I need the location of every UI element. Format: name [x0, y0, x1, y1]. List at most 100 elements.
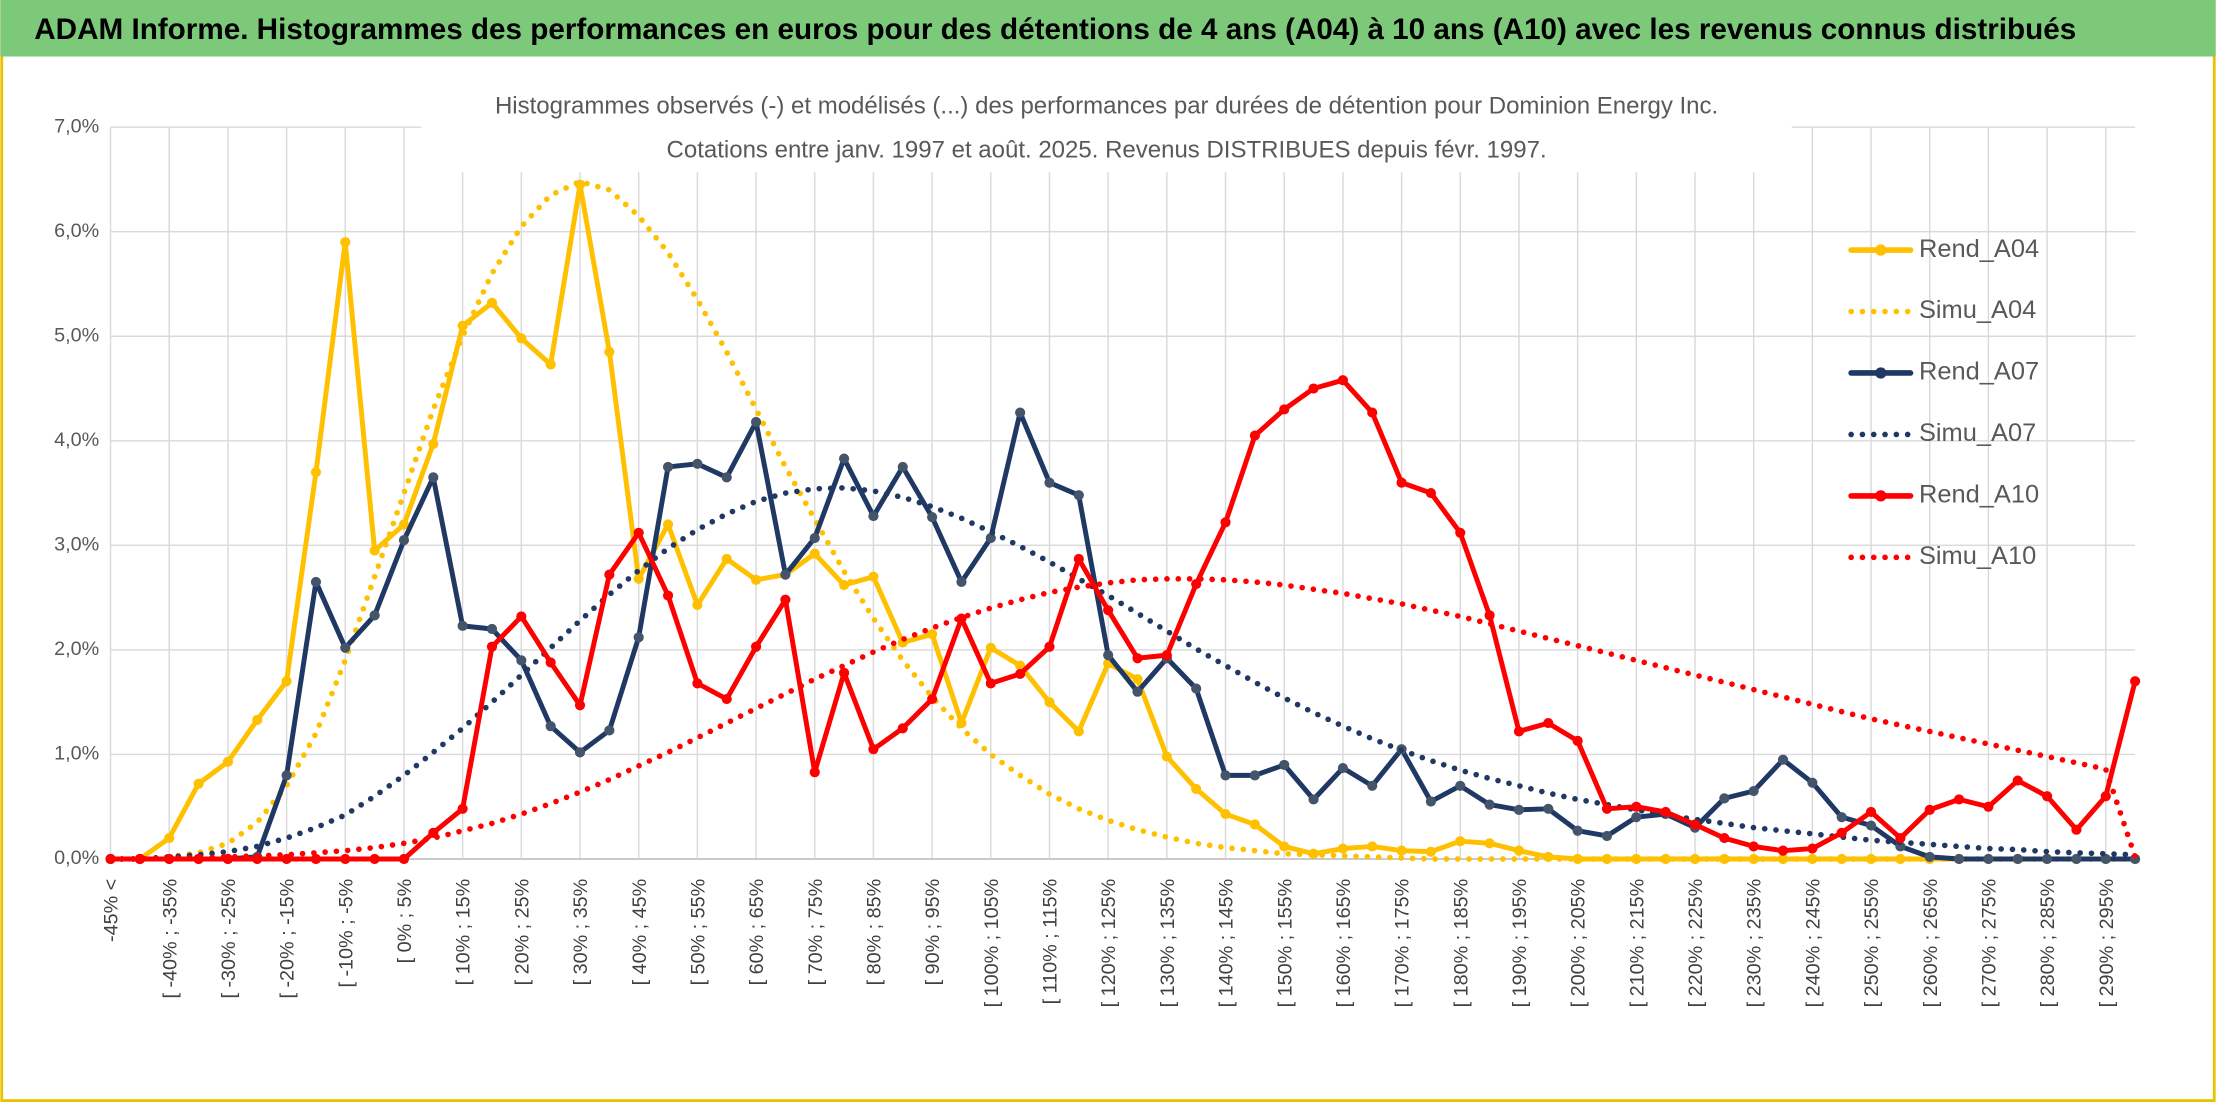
marker	[1865, 806, 1877, 818]
marker	[340, 642, 351, 653]
marker	[750, 416, 762, 428]
marker	[692, 678, 703, 689]
marker	[1249, 430, 1260, 441]
grid: 0,0% 1,0% 2,0% 3,0% 4,0% 5,0% 6,0% 7,0% -45% < [ …	[54, 115, 2136, 1008]
marker	[721, 472, 732, 483]
marker	[2071, 824, 2082, 835]
marker	[1015, 668, 1026, 680]
marker	[369, 545, 380, 556]
marker	[692, 599, 703, 611]
marker	[927, 512, 938, 523]
x-tick-label: [ 280% ; 285%	[2037, 879, 2059, 1008]
marker	[1631, 812, 1642, 823]
model-line	[107, 485, 2138, 862]
marker	[1220, 808, 1231, 820]
y-tick-label: 7,0%	[54, 115, 99, 137]
x-tick-label: [ 90% ; 95%	[922, 879, 944, 986]
marker	[1073, 553, 1084, 565]
marker	[927, 629, 938, 640]
marker	[1396, 477, 1407, 488]
marker	[310, 853, 322, 865]
marker	[516, 333, 527, 344]
marker	[662, 590, 674, 601]
marker	[1865, 820, 1877, 831]
marker	[985, 532, 996, 544]
marker	[1807, 853, 1818, 865]
marker	[1367, 841, 1378, 852]
marker	[868, 510, 879, 522]
x-tick-label: [ 290% ; 295%	[2096, 879, 2118, 1008]
x-tick-label: [ 20% ; 25%	[511, 879, 533, 986]
marker	[1719, 793, 1730, 804]
y-tick-label: 6,0%	[54, 220, 99, 242]
marker	[1543, 717, 1554, 729]
title-background	[421, 84, 1792, 173]
legend-marker	[1875, 244, 1887, 256]
marker	[1865, 853, 1877, 865]
marker	[662, 461, 674, 473]
marker	[839, 579, 850, 591]
x-tick-label: [ 240% ; 245%	[1802, 879, 1824, 1008]
marker	[369, 853, 380, 865]
x-tick-label: [ 70% ; 75%	[805, 879, 827, 986]
marker	[1601, 830, 1613, 842]
marker	[1572, 735, 1583, 746]
marker	[1015, 407, 1026, 418]
marker	[1601, 803, 1613, 814]
marker	[1924, 804, 1935, 815]
marker	[134, 853, 145, 865]
marker	[1396, 845, 1407, 856]
marker	[574, 700, 586, 711]
marker	[1513, 845, 1525, 856]
marker	[1895, 832, 1906, 844]
marker	[1191, 578, 1202, 590]
x-tick-label: [ 120% ; 125%	[1098, 879, 1120, 1008]
marker	[1689, 819, 1701, 830]
x-tick-label: [ 60% ; 65%	[746, 879, 768, 986]
marker	[1953, 853, 1965, 865]
marker	[1836, 827, 1847, 838]
marker	[486, 297, 498, 308]
marker	[1337, 375, 1348, 386]
marker	[545, 657, 556, 668]
x-tick-label: [ 160% ; 165%	[1333, 879, 1355, 1008]
chart-subtitle: Cotations entre janv. 1997 et août. 2025…	[667, 137, 1547, 164]
marker	[1044, 477, 1055, 488]
legend: Rend_A04 Simu_A04 Rend_A07 Simu_A07 Rend_A10…	[1848, 235, 2039, 570]
marker	[486, 623, 498, 635]
marker	[1425, 487, 1437, 499]
marker	[1044, 697, 1055, 708]
marker	[1983, 853, 1994, 865]
marker	[633, 573, 644, 584]
marker	[1660, 853, 1671, 865]
legend-marker	[1875, 490, 1887, 502]
marker	[1191, 783, 1202, 795]
header-title: ADAM Informe. Histogrammes des performan…	[34, 13, 2076, 46]
marker	[1015, 660, 1026, 671]
x-tick-label: [ 210% ; 215%	[1626, 879, 1648, 1008]
x-tick-label: [ 150% ; 155%	[1274, 879, 1296, 1008]
legend-label: Simu_A10	[1919, 542, 2036, 570]
marker	[1953, 794, 1965, 805]
marker	[985, 678, 996, 689]
marker	[486, 641, 498, 652]
marker	[1455, 780, 1466, 791]
marker	[457, 803, 468, 814]
x-tick-label: [ 10% ; 15%	[453, 879, 475, 986]
marker	[1455, 527, 1466, 538]
marker	[1748, 841, 1759, 852]
marker	[868, 744, 879, 755]
x-tick-label: [ 0% ; 5%	[394, 879, 416, 964]
x-tick-label: [ 80% ; 85%	[863, 879, 885, 986]
x-tick-label: [ 180% ; 185%	[1450, 879, 1472, 1008]
marker	[633, 632, 644, 643]
marker	[1161, 650, 1172, 661]
x-tick-label: [ 170% ; 175%	[1392, 879, 1414, 1008]
marker	[1513, 804, 1525, 815]
marker	[222, 756, 234, 767]
legend-label: Rend_A07	[1919, 358, 2039, 386]
marker	[1161, 751, 1172, 762]
marker	[604, 725, 615, 736]
marker	[1308, 794, 1319, 805]
